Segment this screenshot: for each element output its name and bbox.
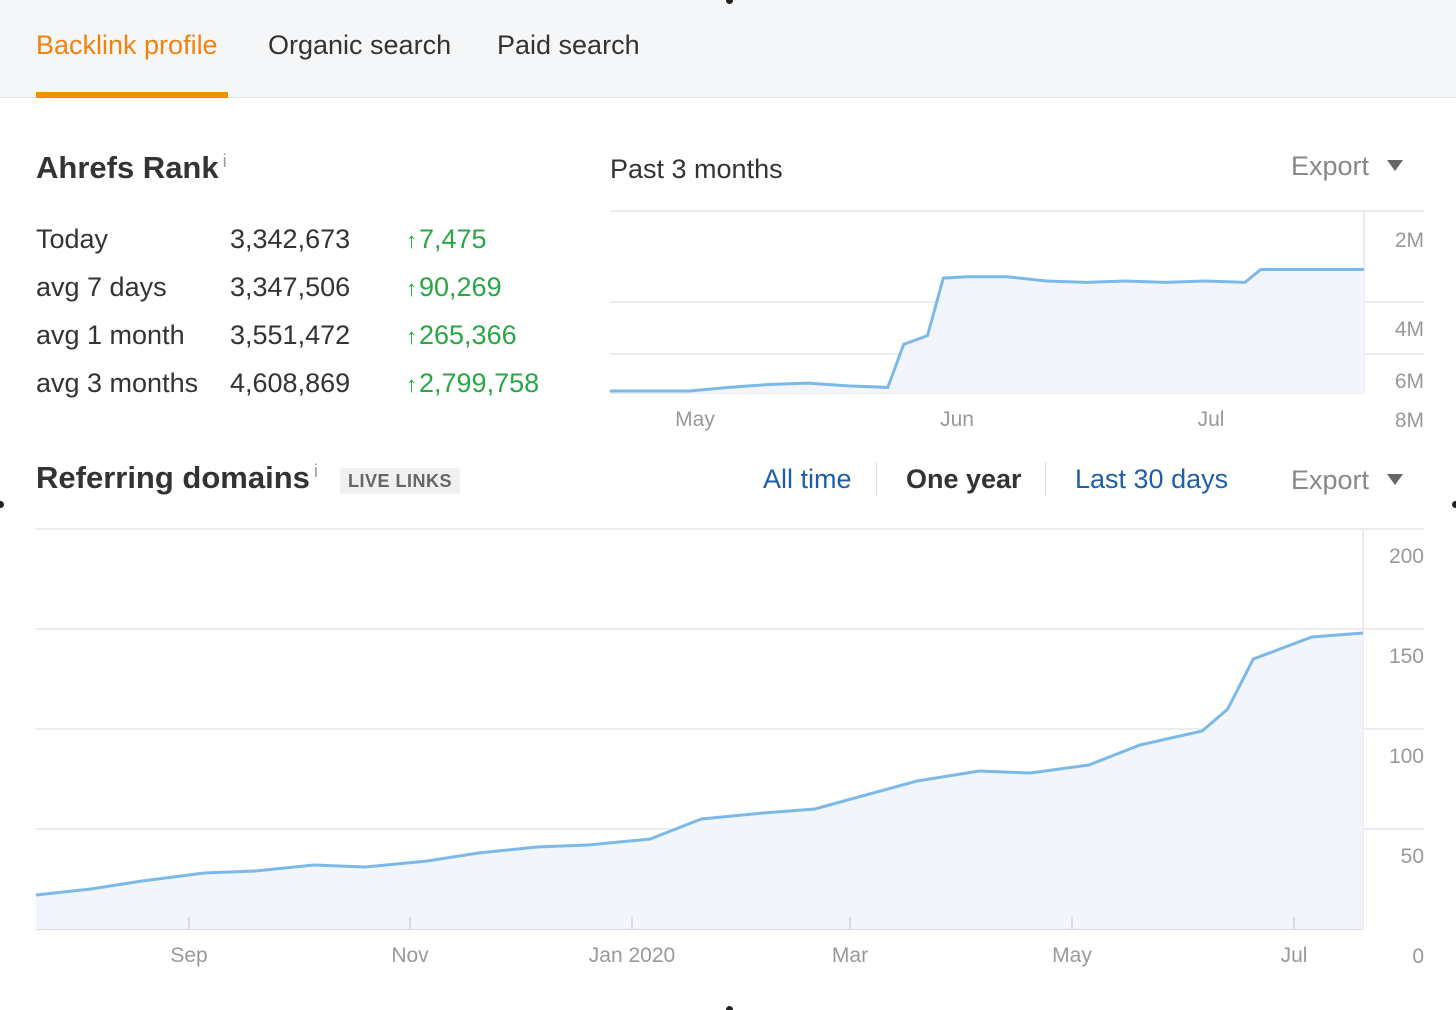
rank-series-line (610, 268, 1364, 393)
tab-bar: Backlink profile Organic search Paid sea… (0, 0, 1456, 98)
domains-x-tick-label: Jan 2020 (589, 944, 675, 967)
tab-backlink-profile[interactable]: Backlink profile (36, 30, 218, 60)
domains-x-tick-label: Jul (1281, 944, 1308, 967)
rank-row-today: Today 3,342,673 ↑7,475 (36, 224, 566, 264)
rank-value: 3,342,673 (230, 224, 351, 254)
referring-domains-title-text: Referring domains (36, 460, 310, 495)
rank-change-value: 265,366 (419, 320, 517, 350)
active-tab-indicator (36, 92, 228, 98)
export-label: Export (1291, 465, 1370, 495)
domains-x-tick-label: May (1052, 944, 1092, 967)
arrow-up-icon: ↑ (406, 372, 417, 397)
resize-handle[interactable] (1452, 501, 1456, 508)
rank-label: avg 7 days (36, 272, 167, 302)
referring-domains-title: Referring domains i (36, 460, 318, 496)
live-links-badge: LIVE LINKS (340, 468, 461, 494)
range-last-30-days[interactable]: Last 30 days (1075, 464, 1229, 494)
arrow-up-icon: ↑ (406, 324, 417, 349)
caret-down-icon (1387, 160, 1404, 172)
rank-period-label: Past 3 months (610, 154, 783, 184)
range-one-year[interactable]: One year (906, 464, 1022, 494)
rank-value: 4,608,869 (230, 368, 351, 398)
rank-x-tick-label: May (675, 408, 715, 431)
rank-change-value: 90,269 (419, 272, 502, 302)
rank-y-tick-label: 8M (1395, 409, 1424, 432)
info-icon[interactable]: i (313, 460, 318, 481)
rank-value: 3,347,506 (230, 272, 351, 302)
domains-y-tick-label: 200 (1389, 545, 1424, 568)
rank-export-button[interactable]: Export (1291, 151, 1404, 182)
rank-x-tick-label: Jul (1198, 408, 1225, 431)
rank-y-tick-label: 4M (1395, 318, 1424, 341)
domains-x-tick-label: Sep (170, 944, 207, 967)
rank-label: Today (36, 224, 109, 254)
resize-handle[interactable] (726, 0, 733, 4)
caret-down-icon (1387, 474, 1404, 486)
tab-organic-search[interactable]: Organic search (268, 30, 452, 60)
rank-row-1-month: avg 1 month 3,551,472 ↑265,366 (36, 320, 566, 360)
domains-area-fill (36, 633, 1363, 929)
rank-change: ↑2,799,758 (406, 368, 539, 399)
rank-row-7-days: avg 7 days 3,347,506 ↑90,269 (36, 272, 566, 312)
arrow-up-icon: ↑ (406, 276, 417, 301)
domains-export-button[interactable]: Export (1291, 465, 1404, 496)
export-label: Export (1291, 151, 1370, 181)
domains-y-tick-label: 150 (1389, 645, 1424, 668)
range-divider (1045, 462, 1046, 496)
domains-x-tick-label: Nov (391, 944, 429, 967)
domains-y-tick-label: 100 (1389, 745, 1424, 768)
rank-label: avg 3 months (36, 368, 199, 398)
ahrefs-rank-title: Ahrefs Rank i (36, 150, 227, 186)
rank-change: ↑7,475 (406, 224, 487, 255)
resize-handle[interactable] (0, 501, 4, 508)
rank-change-value: 2,799,758 (419, 368, 540, 398)
range-all-time[interactable]: All time (763, 464, 852, 494)
rank-x-tick-label: Jun (940, 408, 974, 431)
domains-y-tick-label: 0 (1412, 945, 1424, 968)
domains-series-line (35, 631, 1364, 897)
domains-y-tick-label: 50 (1401, 845, 1424, 868)
rank-y-tick-label: 6M (1395, 370, 1424, 393)
ahrefs-rank-title-text: Ahrefs Rank (36, 150, 219, 185)
rank-change: ↑265,366 (406, 320, 517, 351)
rank-change-value: 7,475 (419, 224, 487, 254)
rank-label: avg 1 month (36, 320, 185, 350)
domains-x-tick-label: Mar (832, 944, 868, 967)
tab-paid-search[interactable]: Paid search (497, 30, 640, 60)
rank-y-tick-label: 2M (1395, 229, 1424, 252)
ahrefs-rank-chart: 2M 4M 6M 8M May Jun Jul (609, 210, 1424, 432)
rank-value: 3,551,472 (230, 320, 351, 350)
range-divider (876, 462, 877, 496)
resize-handle[interactable] (726, 1006, 733, 1010)
rank-area-fill (610, 269, 1364, 393)
info-icon[interactable]: i (222, 150, 227, 171)
arrow-up-icon: ↑ (406, 228, 417, 253)
rank-row-3-months: avg 3 months 4,608,869 ↑2,799,758 (36, 368, 566, 408)
rank-change: ↑90,269 (406, 272, 502, 303)
